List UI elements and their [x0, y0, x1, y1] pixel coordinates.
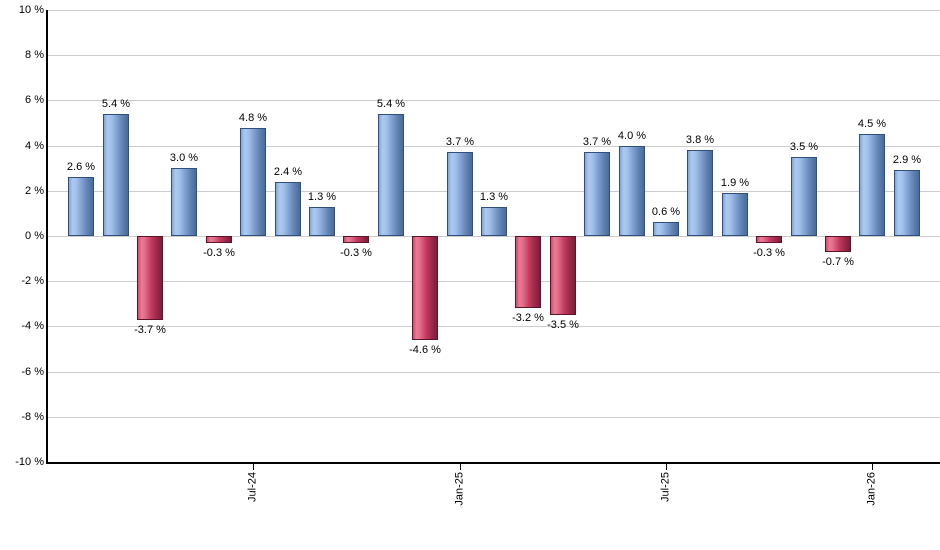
x-axis-tick: [460, 464, 461, 470]
bar-month-5: [206, 236, 232, 243]
bar-value-label: -0.7 %: [822, 256, 854, 268]
y-axis-tick-label: -10 %: [15, 456, 44, 468]
y-axis-tick-label: 8 %: [25, 49, 44, 61]
bar-value-label: 3.7 %: [582, 136, 612, 148]
bar-value-label: 3.5 %: [789, 141, 819, 153]
x-axis-tick: [872, 464, 873, 470]
bar-value-label: 2.6 %: [66, 161, 96, 173]
x-axis-tick-label: Jan-25: [453, 472, 466, 506]
bar-month-13: [481, 207, 507, 236]
y-gridline: [48, 417, 940, 418]
bar-month-17: [619, 146, 645, 236]
y-axis-tick-label: 2 %: [25, 185, 44, 197]
x-axis-tick: [666, 464, 667, 470]
y-axis-tick-label: -2 %: [21, 275, 44, 287]
bar-value-label: -0.3 %: [203, 247, 235, 259]
bar-value-label: 3.8 %: [685, 134, 715, 146]
y-axis-tick-label: -8 %: [21, 411, 44, 423]
bar-month-11: [412, 236, 438, 340]
y-gridline: [48, 191, 940, 192]
bar-value-label: 5.4 %: [101, 98, 131, 110]
bar-month-3: [137, 236, 163, 320]
y-axis-tick-label: 4 %: [25, 140, 44, 152]
x-axis-tick-label: Jul-24: [246, 472, 259, 502]
y-gridline: [48, 281, 940, 282]
x-axis-line: [46, 462, 940, 464]
bar-value-label: 1.3 %: [479, 191, 509, 203]
bar-month-7: [275, 182, 301, 236]
bar-month-15: [550, 236, 576, 315]
bar-value-label: 0.6 %: [651, 206, 681, 218]
bar-value-label: -3.5 %: [547, 319, 579, 331]
bar-month-18: [653, 222, 679, 236]
bar-value-label: 3.7 %: [445, 136, 475, 148]
y-axis-tick-label: 0 %: [25, 230, 44, 242]
bar-value-label: 2.4 %: [273, 166, 303, 178]
y-axis-tick-label: 6 %: [25, 94, 44, 106]
bar-month-25: [894, 170, 920, 236]
bar-month-9: [343, 236, 369, 243]
x-axis-tick: [253, 464, 254, 470]
bar-month-19: [687, 150, 713, 236]
y-gridline: [48, 372, 940, 373]
bar-value-label: 3.0 %: [169, 152, 199, 164]
bar-month-2: [103, 114, 129, 236]
y-gridline: [48, 10, 940, 11]
bar-month-6: [240, 128, 266, 236]
bar-month-22: [791, 157, 817, 236]
y-gridline: [48, 55, 940, 56]
x-axis-tick-label: Jan-26: [865, 472, 878, 506]
bar-month-14: [515, 236, 541, 308]
bar-value-label: -4.6 %: [409, 344, 441, 356]
bar-month-24: [859, 134, 885, 236]
bar-month-21: [756, 236, 782, 243]
bar-month-20: [722, 193, 748, 236]
bar-month-1: [68, 177, 94, 236]
bar-month-8: [309, 207, 335, 236]
bar-value-label: -3.2 %: [512, 312, 544, 324]
y-gridline: [48, 236, 940, 237]
bar-month-16: [584, 152, 610, 236]
bar-value-label: 1.9 %: [720, 177, 750, 189]
bar-value-label: 4.5 %: [857, 118, 887, 130]
y-axis-tick-label: 10 %: [18, 4, 44, 16]
bar-value-label: 4.0 %: [617, 130, 647, 142]
y-axis-tick-label: -4 %: [21, 320, 44, 332]
bar-value-label: 2.9 %: [892, 154, 922, 166]
x-axis-tick-label: Jul-25: [659, 472, 672, 502]
bar-month-12: [447, 152, 473, 236]
bar-value-label: -0.3 %: [340, 247, 372, 259]
bar-value-label: -3.7 %: [134, 324, 166, 336]
y-axis-tick-label: -6 %: [21, 366, 44, 378]
y-gridline: [48, 100, 940, 101]
y-gridline: [48, 146, 940, 147]
bar-value-label: 5.4 %: [376, 98, 406, 110]
bar-value-label: -0.3 %: [753, 247, 785, 259]
bar-month-10: [378, 114, 404, 236]
bar-value-label: 4.8 %: [238, 112, 268, 124]
bar-month-23: [825, 236, 851, 252]
y-gridline: [48, 326, 940, 327]
y-axis-line: [46, 10, 48, 464]
bar-value-label: 1.3 %: [307, 191, 337, 203]
bar-month-4: [171, 168, 197, 236]
